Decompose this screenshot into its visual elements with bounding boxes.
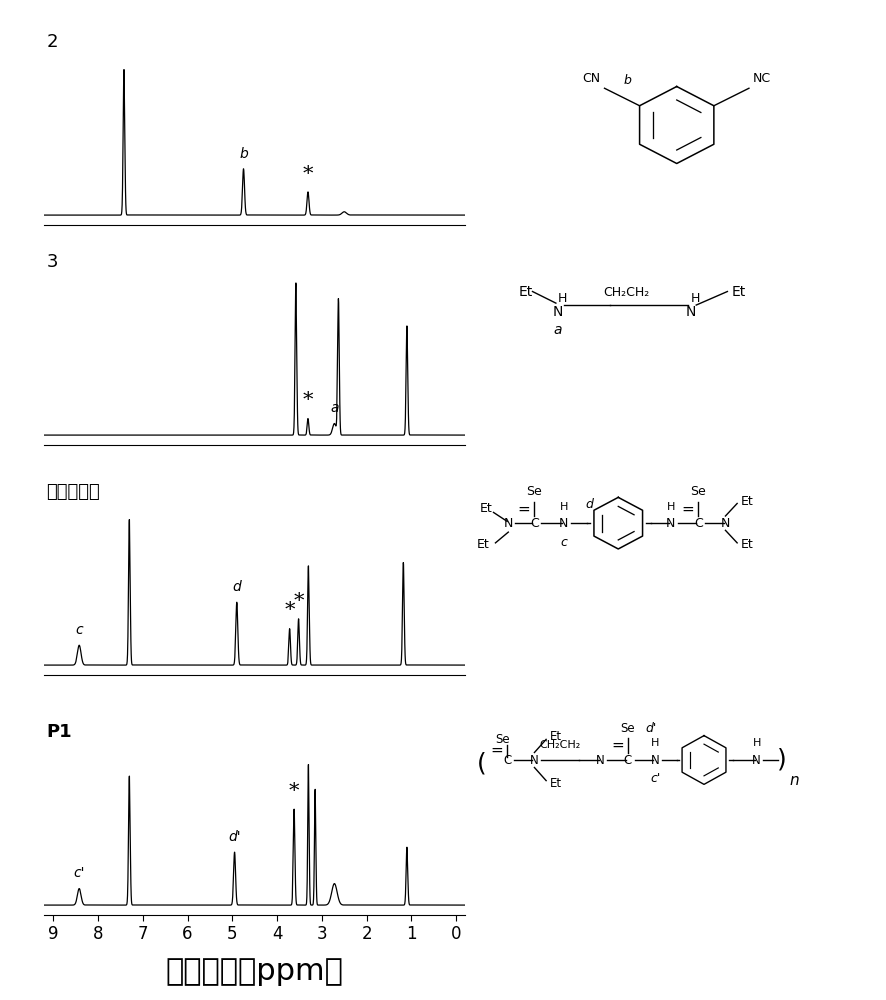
Text: *: * [284,601,295,620]
Text: =: = [681,501,694,516]
Text: a: a [330,401,338,415]
Text: a: a [554,322,562,336]
Text: Et: Et [550,777,562,790]
Text: 2: 2 [47,33,58,51]
Text: CH₂CH₂: CH₂CH₂ [602,286,649,299]
Text: Se: Se [690,485,706,498]
Text: NC: NC [753,72,771,85]
Text: H: H [690,292,700,305]
Text: N: N [752,754,761,766]
X-axis label: 化学位移（ppm）: 化学位移（ppm） [166,957,344,986]
Text: N: N [596,754,605,766]
Text: N: N [503,517,513,530]
Text: b: b [624,74,632,87]
Text: c: c [560,536,567,549]
Text: b: b [239,147,248,161]
Text: n: n [789,773,799,788]
Text: d': d' [229,830,241,844]
Text: =: = [611,738,624,753]
Text: C: C [694,517,703,530]
Text: 3: 3 [47,253,58,271]
Text: N: N [651,754,660,766]
Text: ): ) [777,748,787,772]
Text: Se: Se [621,722,635,734]
Text: c: c [75,623,83,637]
Text: N: N [559,517,568,530]
Text: Et: Et [741,495,754,508]
Text: =: = [517,501,531,516]
Text: c': c' [74,866,85,880]
Text: d: d [232,580,241,594]
Text: Se: Se [495,733,510,746]
Text: (: ( [477,752,486,776]
Text: P1: P1 [47,723,72,741]
Text: c': c' [650,772,660,785]
Text: H: H [559,502,568,512]
Text: H: H [666,502,675,512]
Text: Et: Et [518,284,532,298]
Text: C: C [530,517,539,530]
Text: 模型化合物: 模型化合物 [47,483,100,501]
Text: H: H [752,738,761,748]
Text: Et: Et [731,284,745,298]
Text: H: H [651,738,659,748]
Text: *: * [303,391,314,410]
Text: *: * [289,782,299,801]
Text: *: * [303,165,314,184]
Text: *: * [293,592,304,611]
Text: H: H [558,292,567,305]
Text: Et: Et [550,730,562,743]
Text: Et: Et [741,538,754,551]
Text: N: N [685,305,696,319]
Text: =: = [490,743,503,758]
Text: d': d' [646,722,657,734]
Text: Et: Et [480,502,493,515]
Text: N: N [666,517,675,530]
Text: N: N [530,754,539,766]
Text: C: C [624,754,632,766]
Text: Et: Et [477,538,490,551]
Text: CN: CN [582,72,601,85]
Text: CH₂CH₂: CH₂CH₂ [540,740,580,750]
Text: C: C [503,754,511,766]
Text: d: d [585,498,593,511]
Text: N: N [721,517,730,530]
Text: Se: Se [526,485,542,498]
Text: N: N [553,305,563,319]
